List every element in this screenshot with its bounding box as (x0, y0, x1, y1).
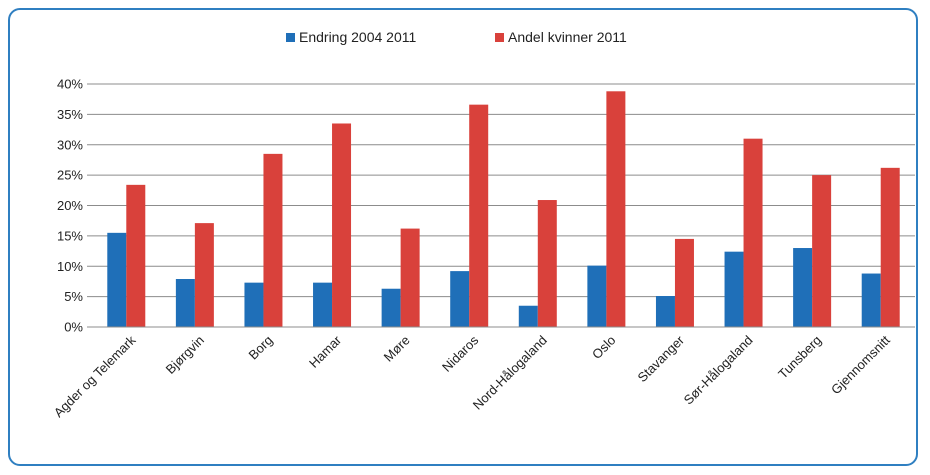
bar-endring-10 (793, 248, 813, 327)
y-tick-label: 20% (57, 198, 83, 213)
bar-endring-1 (175, 279, 195, 327)
y-tick-label: 25% (57, 168, 83, 183)
bar-andel-4 (400, 228, 420, 327)
bars (107, 91, 900, 327)
legend: Endring 2004 2011 Andel kvinner 2011 (286, 29, 627, 45)
bar-andel-1 (194, 223, 214, 327)
y-tick-label: 5% (64, 289, 83, 304)
x-category-label: Stavanger (635, 332, 688, 385)
x-category-label: Gjennomsnitt (828, 332, 893, 397)
x-category-label: Bjørgvin (163, 333, 207, 377)
y-tick-label: 30% (57, 137, 83, 152)
bar-andel-11 (880, 167, 900, 327)
bar-endring-5 (450, 271, 470, 327)
legend-swatch (286, 33, 295, 42)
bar-andel-7 (606, 91, 626, 327)
legend-entry: Endring 2004 2011 (299, 29, 416, 45)
bar-andel-6 (537, 200, 557, 327)
bar-endring-7 (587, 265, 607, 327)
x-category-label: Agder og Telemark (51, 332, 139, 420)
x-category-label: Nord-Hålogaland (470, 333, 550, 413)
bar-andel-9 (743, 138, 763, 327)
bar-andel-10 (812, 175, 832, 327)
bar-andel-2 (263, 153, 283, 327)
x-category-label: Sør-Hålogaland (681, 333, 756, 408)
x-category-label: Borg (246, 333, 276, 363)
bar-endring-3 (313, 282, 333, 327)
bar-endring-9 (724, 251, 744, 327)
bar-endring-8 (655, 296, 675, 327)
legend-entry: Andel kvinner 2011 (508, 29, 627, 45)
bar-endring-2 (244, 282, 264, 327)
bar-andel-8 (674, 238, 694, 327)
bar-endring-6 (518, 305, 538, 327)
x-category-label: Oslo (589, 333, 619, 363)
x-axis-categories: Agder og Telemark Bjørgvin Borg Hamar Møre Ni… (51, 332, 893, 420)
x-category-label: Hamar (306, 332, 345, 371)
y-tick-label: 35% (57, 107, 83, 122)
y-tick-label: 40% (57, 77, 83, 92)
bar-endring-4 (381, 288, 401, 327)
x-category-label: Tunsberg (775, 333, 824, 382)
y-tick-label: 10% (57, 259, 83, 274)
bar-andel-0 (126, 184, 146, 327)
bar-endring-0 (107, 232, 127, 327)
bar-andel-3 (332, 123, 352, 327)
y-tick-label: 15% (57, 228, 83, 243)
bar-endring-11 (861, 273, 881, 327)
legend-swatch (495, 33, 504, 42)
y-axis-ticks: 0% 5% 10% 15% 20% 25% 30% 35% 40% (57, 77, 92, 335)
gridlines (92, 83, 915, 328)
x-category-label: Nidaros (439, 332, 482, 375)
bar-andel-5 (469, 104, 489, 327)
x-category-label: Møre (381, 333, 413, 365)
y-tick-label: 0% (64, 320, 83, 335)
